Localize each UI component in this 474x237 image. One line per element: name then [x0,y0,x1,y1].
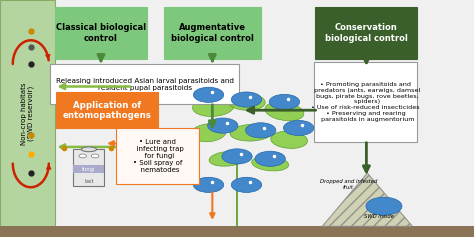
FancyBboxPatch shape [116,128,199,184]
Circle shape [255,151,285,166]
Text: • Promoting parasitoids and
  predators (ants, earwigs, damsel
  bugs, pirate bu: • Promoting parasitoids and predators (a… [310,82,420,122]
Circle shape [366,197,402,215]
Circle shape [283,120,314,136]
Ellipse shape [252,156,289,171]
Ellipse shape [265,102,304,121]
Circle shape [79,154,86,158]
Circle shape [269,94,300,109]
Text: Conservation
biological control: Conservation biological control [325,23,408,43]
FancyBboxPatch shape [73,149,104,186]
Circle shape [91,154,99,158]
Text: Classical biological
control: Classical biological control [55,23,146,43]
Ellipse shape [228,94,265,110]
Circle shape [231,177,262,192]
Circle shape [246,123,276,138]
Text: bait: bait [84,179,94,184]
FancyBboxPatch shape [50,64,239,104]
FancyBboxPatch shape [56,92,158,128]
Circle shape [193,87,224,102]
Circle shape [208,118,238,133]
FancyBboxPatch shape [55,7,147,59]
Text: • Lure and
  infecting trap
  for fungi
• Soil spray of
  nematodes: • Lure and infecting trap for fungi • So… [132,139,183,173]
Ellipse shape [230,124,273,141]
Ellipse shape [191,124,226,142]
Text: Application of
entomopathogens: Application of entomopathogens [63,100,151,120]
FancyBboxPatch shape [164,7,261,59]
Text: fungi: fungi [82,167,96,172]
Text: SWD inside: SWD inside [364,214,394,219]
Circle shape [193,177,224,192]
Text: Augmentative
biological control: Augmentative biological control [171,23,254,43]
Ellipse shape [271,131,308,148]
FancyBboxPatch shape [0,226,474,237]
FancyBboxPatch shape [0,0,55,226]
Circle shape [222,149,252,164]
Ellipse shape [81,147,97,152]
Text: Dropped and infested
fruit: Dropped and infested fruit [319,179,377,190]
Ellipse shape [209,151,246,166]
FancyBboxPatch shape [315,7,417,59]
FancyBboxPatch shape [314,62,417,142]
Text: Releasing introduced Asian larval parasitoids and
resident pupal parasitoids: Releasing introduced Asian larval parasi… [55,78,234,91]
Polygon shape [322,173,412,226]
Ellipse shape [192,97,234,116]
FancyBboxPatch shape [73,165,104,173]
Circle shape [231,92,262,107]
Text: Non-crop habitats
(SWD reservoir): Non-crop habitats (SWD reservoir) [20,82,34,145]
